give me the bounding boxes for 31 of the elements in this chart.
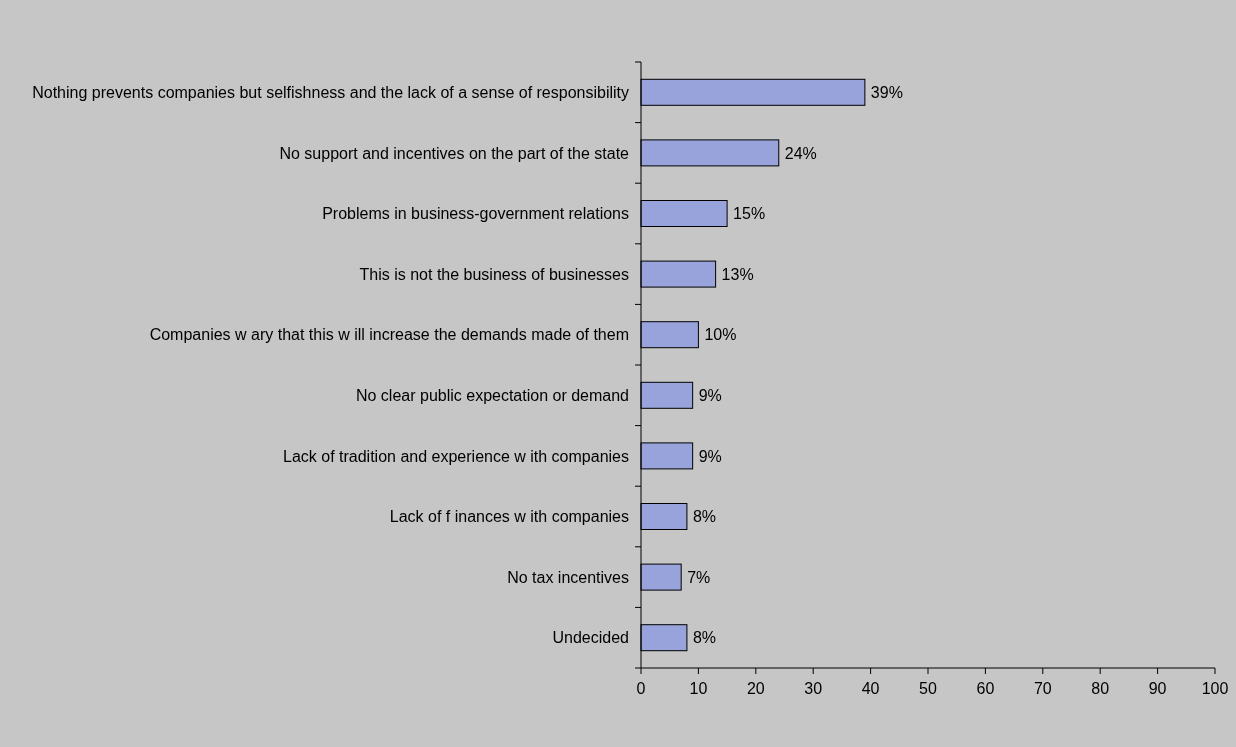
x-tick-label: 20 <box>746 680 765 697</box>
data-label: 15% <box>733 205 766 223</box>
data-label: 39% <box>870 83 903 101</box>
x-tick-label: 50 <box>919 680 937 697</box>
data-label: 7% <box>687 568 711 586</box>
y-tick-label: No tax incentives <box>507 568 629 586</box>
data-label: 10% <box>704 326 737 344</box>
y-tick-label: Undecided <box>552 629 629 647</box>
y-tick-label: No support and incentives on the part of the state <box>279 144 630 162</box>
data-label: 9% <box>698 447 722 465</box>
x-tick-label: 100 <box>1201 680 1229 697</box>
data-label: 9% <box>698 386 722 404</box>
x-tick-label: 90 <box>1148 680 1167 697</box>
data-label: 8% <box>692 629 717 647</box>
y-tick-label: This is not the business of businesses <box>359 265 629 283</box>
y-tick-label: Nothing prevents companies but selfishness and the lack of a sense of responsibility <box>32 83 629 101</box>
x-tick-label: 40 <box>861 680 880 697</box>
y-tick-label: Companies w ary that this w ill increase the demands made of them <box>149 326 629 344</box>
x-tick-label: 80 <box>1091 680 1110 697</box>
x-tick-label: 60 <box>976 680 995 697</box>
x-tick-label: 30 <box>804 680 823 697</box>
y-tick-label: No clear public expectation or demand <box>355 386 629 404</box>
x-tick-label: 0 <box>636 680 646 697</box>
data-label: 13% <box>721 265 754 283</box>
y-tick-label: Lack of tradition and experience w ith companies <box>283 447 629 465</box>
x-tick-label: 10 <box>689 680 708 697</box>
y-tick-label: Problems in business-government relations <box>322 205 629 223</box>
y-tick-label: Lack of f inances w ith companies <box>389 508 629 526</box>
data-label: 8% <box>692 508 717 526</box>
data-label: 24% <box>784 144 817 162</box>
x-tick-label: 70 <box>1033 680 1052 697</box>
